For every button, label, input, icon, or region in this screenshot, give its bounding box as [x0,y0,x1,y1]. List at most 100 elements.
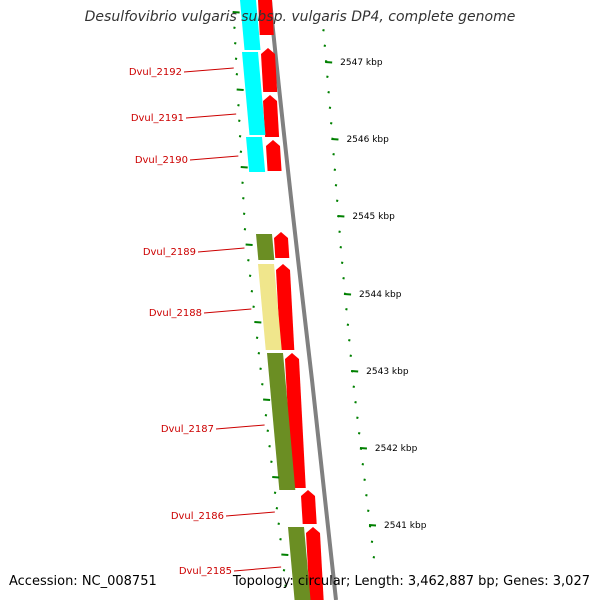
cog-gene-block[interactable] [256,234,275,260]
inner-scale-tick [232,11,240,14]
outer-scale-tick [354,401,357,404]
inner-scale-tick [245,243,253,246]
outer-scale-tick [356,416,359,419]
cog-gene-block[interactable] [242,52,266,135]
outer-scale-tick [340,261,344,264]
outer-scale-tick [365,494,368,497]
inner-scale-tick [255,336,259,339]
outer-scale-tick [339,246,343,249]
outer-scale-tick [370,540,374,543]
outer-scale-tick [348,339,351,342]
inner-scale-tick [241,181,244,184]
gene-label[interactable]: Dvul_2189 [143,247,196,258]
forward-gene-arrow[interactable] [274,232,290,258]
inner-scale-tick [279,538,282,541]
inner-scale-tick [272,476,280,479]
cog-gene-block[interactable] [288,527,311,600]
outer-scale-tick [327,91,330,94]
outer-scale-tick [368,525,372,528]
inner-scale-tick [254,321,262,324]
inner-scale-tick [235,73,239,76]
forward-gene-arrow[interactable] [263,95,280,137]
inner-scale-tick [243,228,247,231]
inner-scale-tick [238,119,241,122]
inner-scale-tick [275,507,279,510]
inner-scale-tick [270,460,273,463]
inner-scale-tick [234,42,237,45]
inner-scale-tick [236,88,244,91]
gene-label[interactable]: Dvul_2188 [149,308,202,319]
gene-label-leader [183,67,234,73]
scale-label: 2541 kbp [384,521,427,531]
gene-label-leader [215,424,265,430]
cog-gene-block[interactable] [258,264,282,350]
inner-scale-tick [268,445,271,448]
inner-scale-tick [237,104,240,107]
inner-scale-tick [240,166,248,169]
genome-summary-text: Topology: circular; Length: 3,462,887 bp… [232,574,590,589]
gene-label-leader [189,155,239,161]
inner-scale-tick [250,290,254,293]
scale-label: 2542 kbp [375,444,418,454]
outer-scale-tick [367,509,370,512]
scale-label: 2544 kbp [359,290,402,300]
gene-label[interactable]: Dvul_2186 [171,511,224,522]
genome-backbone [268,0,338,600]
forward-gene-arrow[interactable] [306,527,324,600]
cog-gene-block[interactable] [240,0,261,50]
gene-label[interactable]: Dvul_2185 [179,566,232,577]
outer-scale-tick [334,184,338,187]
gene-label[interactable]: Dvul_2191 [131,113,184,124]
inner-scale-tick [247,259,250,262]
outer-scale-tick [361,463,365,466]
inner-scale-tick [264,414,268,417]
outer-scale-tick [323,44,327,47]
outer-scale-tick [372,556,376,559]
inner-scale-tick [273,491,277,494]
map-title: Desulfovibrio vulgaris subsp. vulgaris D… [84,9,516,25]
forward-gene-arrow[interactable] [301,490,317,524]
inner-scale-tick [257,352,261,355]
inner-scale-tick [238,135,242,138]
gene-label-leader [197,247,245,253]
gene-label[interactable]: Dvul_2187 [161,424,214,435]
outer-scale-tick [326,75,329,78]
forward-gene-arrow[interactable] [261,48,278,92]
inner-scale-tick [242,197,245,200]
inner-scale-tick [252,305,255,308]
outer-scale-tick [345,308,348,311]
inner-scale-tick [266,429,270,432]
outer-scale-tick [357,432,361,435]
major-scale-tick [337,215,345,218]
gene-label-leader [203,308,252,314]
gene-label[interactable]: Dvul_2192 [129,67,182,78]
major-scale-tick [359,447,368,450]
inner-scale-tick [282,569,286,572]
forward-gene-arrow[interactable] [258,0,274,35]
gene-label-leader [233,566,282,572]
inner-scale-tick [248,274,252,277]
outer-scale-tick [329,122,333,125]
forward-gene-arrow[interactable] [266,140,282,171]
scale-label: 2546 kbp [346,135,389,145]
scale-label: 2545 kbp [352,212,395,222]
inner-scale-tick [242,212,246,215]
gene-label[interactable]: Dvul_2190 [135,155,188,166]
gene-label-leader [225,511,275,517]
inner-scale-tick [284,584,287,587]
outer-scale-tick [363,478,366,481]
forward-gene-arrow[interactable] [276,264,295,350]
outer-scale-tick [332,153,335,156]
outer-scale-tick [335,199,339,202]
inner-scale-tick [233,26,236,29]
inner-scale-tick [234,57,238,60]
outer-scale-tick [346,323,350,326]
major-scale-tick [351,370,359,373]
inner-scale-tick [261,383,264,386]
inner-scale-tick [239,150,243,153]
cog-gene-block[interactable] [267,353,296,490]
cog-gene-block[interactable] [246,137,266,172]
outer-scale-tick [322,29,325,32]
gene-label-leader [185,113,237,119]
